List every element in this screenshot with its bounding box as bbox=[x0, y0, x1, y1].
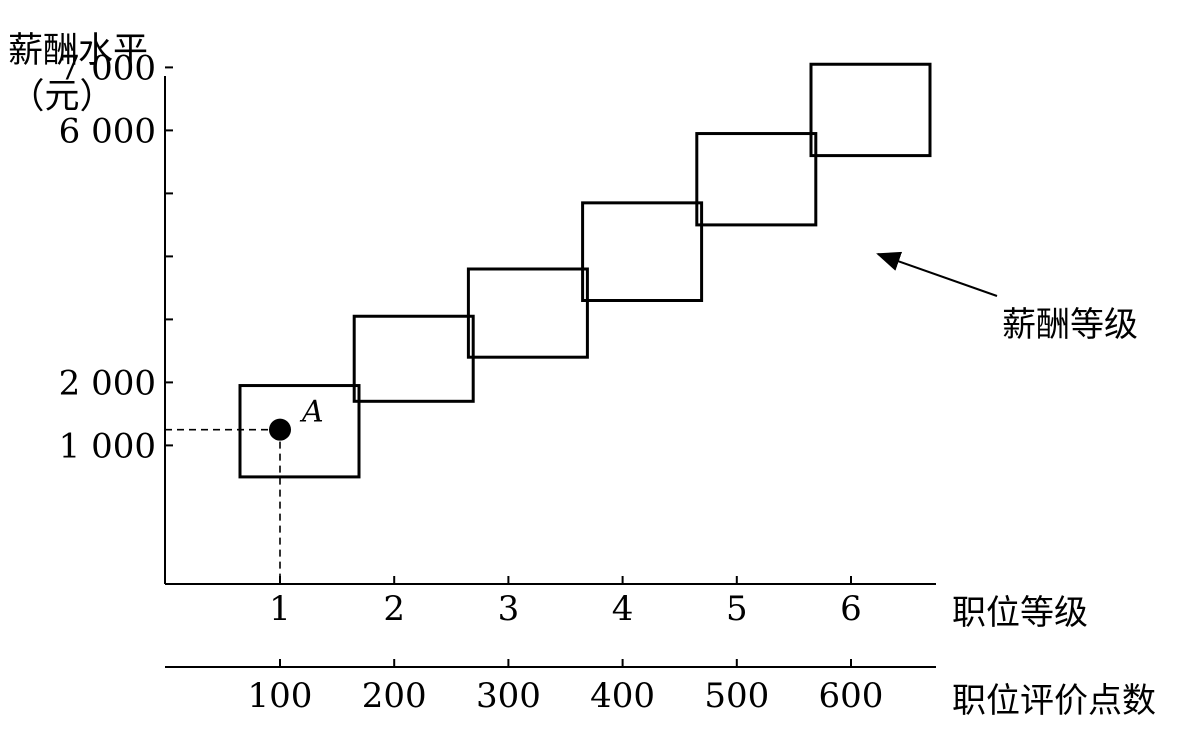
annotation-label: 薪酬等级 bbox=[1002, 305, 1138, 345]
y-tick-label-6000: 6 000 bbox=[59, 111, 156, 151]
salary-grade-box-2 bbox=[352, 314, 475, 403]
point-a-label: A bbox=[299, 395, 324, 430]
y-tick-label-1000: 1 000 bbox=[59, 426, 156, 466]
points-tick-label-600: 600 bbox=[819, 676, 884, 716]
point-a-marker bbox=[269, 418, 291, 441]
points-tick-label-100: 100 bbox=[248, 676, 313, 716]
grade-tick-label-5: 5 bbox=[726, 589, 748, 629]
points-tick-label-300: 300 bbox=[476, 676, 541, 716]
grade-tick-label-3: 3 bbox=[498, 589, 520, 629]
salary-grade-box-1 bbox=[238, 384, 361, 479]
annotation-arrow bbox=[876, 251, 998, 297]
salary-grade-box-5 bbox=[695, 132, 818, 227]
y-axis-unit: （元） bbox=[9, 77, 114, 117]
y-tick-label-7000: 7 000 bbox=[59, 48, 156, 88]
x-axis-label-points: 职位评价点数 bbox=[952, 681, 1156, 721]
grade-tick-label-1: 1 bbox=[269, 589, 291, 629]
points-tick-label-500: 500 bbox=[704, 676, 769, 716]
grade-tick-label-6: 6 bbox=[840, 589, 862, 629]
points-tick-label-400: 400 bbox=[590, 676, 655, 716]
y-axis-label: 薪酬水平 bbox=[8, 31, 148, 71]
salary-grade-box-6 bbox=[809, 62, 932, 158]
grade-tick-label-4: 4 bbox=[612, 589, 634, 629]
y-tick-label-2000: 2 000 bbox=[59, 363, 156, 403]
grade-tick-label-2: 2 bbox=[383, 589, 405, 629]
points-tick-label-200: 200 bbox=[362, 676, 427, 716]
chart-marks: 1 000 2 000 6 000 7 000 1 2 3 4 5 6 100 200 300 400 50… bbox=[59, 48, 932, 716]
x-axis-label-grade: 职位等级 bbox=[952, 593, 1088, 633]
salary-grade-box-3 bbox=[466, 267, 589, 359]
salary-grade-box-4 bbox=[581, 201, 704, 303]
